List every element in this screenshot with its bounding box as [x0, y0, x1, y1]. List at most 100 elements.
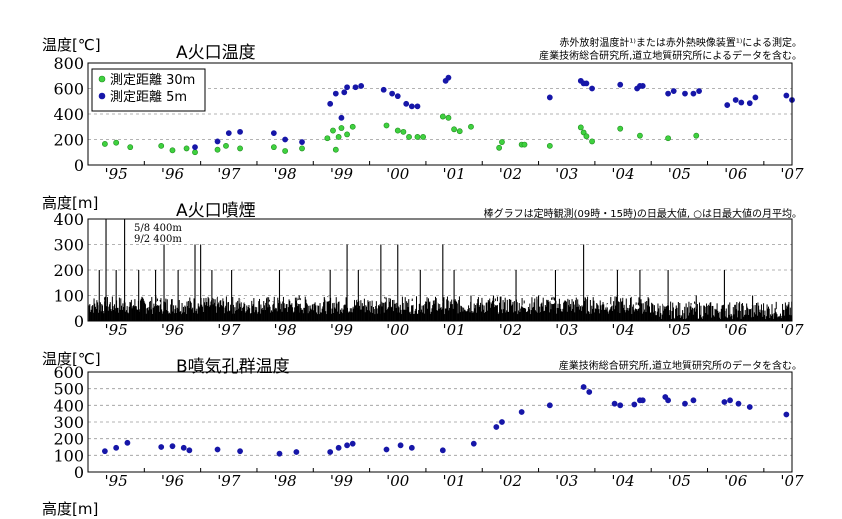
chart3-point-s1	[611, 400, 618, 407]
chart1-y-tick-label: 800	[53, 54, 84, 73]
chart3-point-s1	[383, 446, 390, 453]
chart1-point-s1	[344, 131, 350, 138]
chart2-monthly-mean-point	[296, 299, 302, 305]
chart1-unit-label: 温度[℃]	[42, 36, 101, 54]
chart3-y-tick-label: 300	[53, 413, 84, 432]
chart3-x-tick-label: '96	[161, 472, 185, 490]
chart2-x-tick-label: '03	[555, 321, 578, 339]
chart1-point-s2	[225, 130, 232, 137]
chart2-monthly-mean-point	[662, 302, 668, 307]
chart1-x-tick-label: '04	[611, 165, 634, 183]
chart1-x-tick-label: '97	[217, 165, 241, 183]
chart1-x-tick-label: '00	[386, 165, 410, 183]
chart1-point-s1	[693, 132, 700, 139]
chart3-point-s1	[639, 397, 646, 404]
chart2-monthly-mean-point	[99, 298, 105, 303]
chart1-point-s1	[521, 141, 528, 148]
chart3-x-tick-label: '03	[555, 472, 578, 490]
chart2-monthly-mean-point	[127, 295, 133, 301]
chart1-x-tick-label: '99	[330, 165, 354, 183]
chart3-x-tick-label: '99	[330, 472, 354, 490]
chart2-y-tick-label: 0	[74, 312, 84, 331]
chart2-x-tick-label: '95	[105, 321, 128, 339]
chart3-x-tick-label: '04	[611, 472, 634, 490]
chart3-point-s1	[470, 440, 477, 447]
chart1-point-s1	[617, 125, 624, 132]
chart2-monthly-mean-point	[325, 297, 330, 302]
chart3-point-s1	[499, 419, 505, 425]
chart2-monthly-mean-point	[550, 299, 555, 305]
chart1-point-s1	[183, 145, 190, 152]
chart3-point-s1	[327, 449, 334, 455]
chart3-frame	[87, 371, 793, 473]
chart2-monthly-mean-point	[691, 303, 696, 309]
chart1-point-s1	[439, 113, 446, 120]
chart1-y-tick-label: 400	[53, 105, 84, 124]
chart1-point-s2	[338, 114, 345, 121]
chart3-point-s1	[631, 401, 638, 408]
chart1-point-s2	[380, 86, 387, 93]
chart2-monthly-mean-point	[240, 298, 246, 303]
chart1-point-s1	[546, 142, 553, 149]
chart1-point-s1	[589, 138, 595, 145]
chart2-monthly-mean-point	[465, 298, 471, 303]
chart2-monthly-mean-point	[494, 300, 499, 306]
chart1-point-s1	[451, 126, 457, 133]
chart1-x-tick-label: '06	[724, 165, 748, 183]
chart1-point-s2	[546, 94, 553, 101]
chart1-legend: 測定距離 30m 測定距離 5m	[91, 68, 206, 112]
chart1-point-s1	[169, 147, 176, 154]
chart1-note-line-2: 産業技術総合研究所,道立地質研究所によるデータを含む。	[539, 51, 802, 62]
chart1-point-s2	[327, 100, 334, 107]
chart1-x-tick-label: '07	[780, 165, 804, 183]
chart3-point-s1	[439, 447, 446, 454]
chart1-point-s1	[113, 139, 120, 146]
chart3-point-s1	[124, 439, 131, 446]
chart3-point-s1	[408, 444, 415, 451]
chart3-point-s1	[169, 443, 176, 450]
chart1-point-s1	[330, 127, 336, 134]
chart1-point-s2	[752, 94, 759, 101]
chart3-x-tick-label: '98	[274, 472, 297, 490]
chart3-y-tick-label: 400	[53, 396, 84, 415]
chart2-monthly-mean-point	[353, 295, 358, 301]
chart2-monthly-mean-point	[409, 300, 415, 306]
chart1-point-s2	[589, 85, 595, 92]
chart1-point-s2	[746, 100, 753, 107]
chart1-point-s1	[299, 145, 305, 152]
chart2-monthly-mean-point	[437, 299, 443, 305]
chart3-point-s1	[101, 448, 108, 455]
chart2-x-tick-label: '02	[499, 321, 522, 339]
chart1-x-tick-label: '05	[668, 165, 691, 183]
chart2-y-tick-label: 300	[53, 236, 84, 255]
chart3-x-tick-label: '95	[105, 472, 128, 490]
chart1-point-s2	[389, 90, 396, 97]
chart3-x-tick-label: '00	[386, 472, 410, 490]
chart1-point-s2	[270, 130, 277, 137]
chart1-point-s2	[214, 138, 221, 145]
chart3-point-s1	[746, 404, 753, 410]
chart3-point-s1	[735, 400, 742, 407]
chart1-legend-marker	[98, 75, 106, 83]
chart1-plot: 0 200 400 600 800 '95 '96 '97 '98 '99 '00 '01 '02 '03…	[53, 54, 804, 183]
chart3-x-tick-label: '01	[442, 472, 465, 490]
chart1-x-tick-label: '01	[442, 165, 465, 183]
chart1-point-s1	[338, 125, 345, 131]
chart3-y-tick-label: 500	[53, 380, 84, 399]
chart1-point-s1	[237, 145, 243, 152]
chart3-x-tick-label: '05	[668, 472, 691, 490]
chart3-point-s1	[180, 444, 187, 451]
chart3-point-s1	[397, 442, 404, 449]
chart1-point-s1	[414, 134, 421, 140]
chart2-y-tick-label: 400	[53, 210, 84, 229]
chart1-y-tick-label: 600	[53, 80, 84, 99]
chart1-point-s1	[270, 144, 277, 151]
chart3-x-tick-label: '97	[217, 472, 241, 490]
chart3-point-s1	[783, 411, 790, 418]
chart1-point-s1	[400, 128, 407, 135]
chart3-point-s1	[586, 389, 593, 395]
chart2-annotation: 5/8 400m	[134, 223, 182, 234]
chart1-point-s1	[665, 135, 671, 142]
chart2-monthly-mean-point	[719, 300, 724, 306]
chart2-monthly-mean-point	[606, 303, 612, 309]
